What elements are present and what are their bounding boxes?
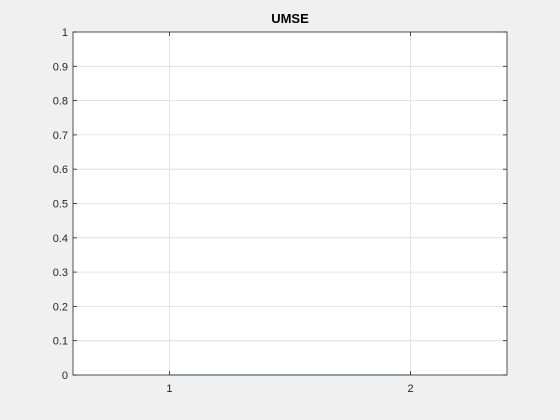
y-tick-label: 0.2: [53, 301, 68, 313]
y-tick-label: 0.1: [53, 336, 68, 348]
y-tick-label: 1: [62, 27, 68, 39]
y-tick-label: 0.8: [53, 96, 68, 108]
y-tick-label: 0.9: [53, 61, 68, 73]
x-tick-label: 1: [166, 383, 172, 395]
y-tick-label: 0.4: [53, 233, 68, 245]
grid-layer: [73, 32, 507, 375]
y-tick-label: 0.7: [53, 130, 68, 142]
y-tick-label: 0.3: [53, 267, 68, 279]
x-tick-label: 2: [407, 383, 413, 395]
tick-layer: 0 0.1 0.2 0.3 0.4 0.5 0.6 0.7 0.8 0.9 1 1 2: [53, 27, 507, 395]
y-tick-label: 0: [62, 370, 68, 382]
chart-title: UMSE: [271, 11, 309, 26]
y-tick-label: 0.6: [53, 164, 68, 176]
y-tick-label: 0.5: [53, 199, 68, 211]
